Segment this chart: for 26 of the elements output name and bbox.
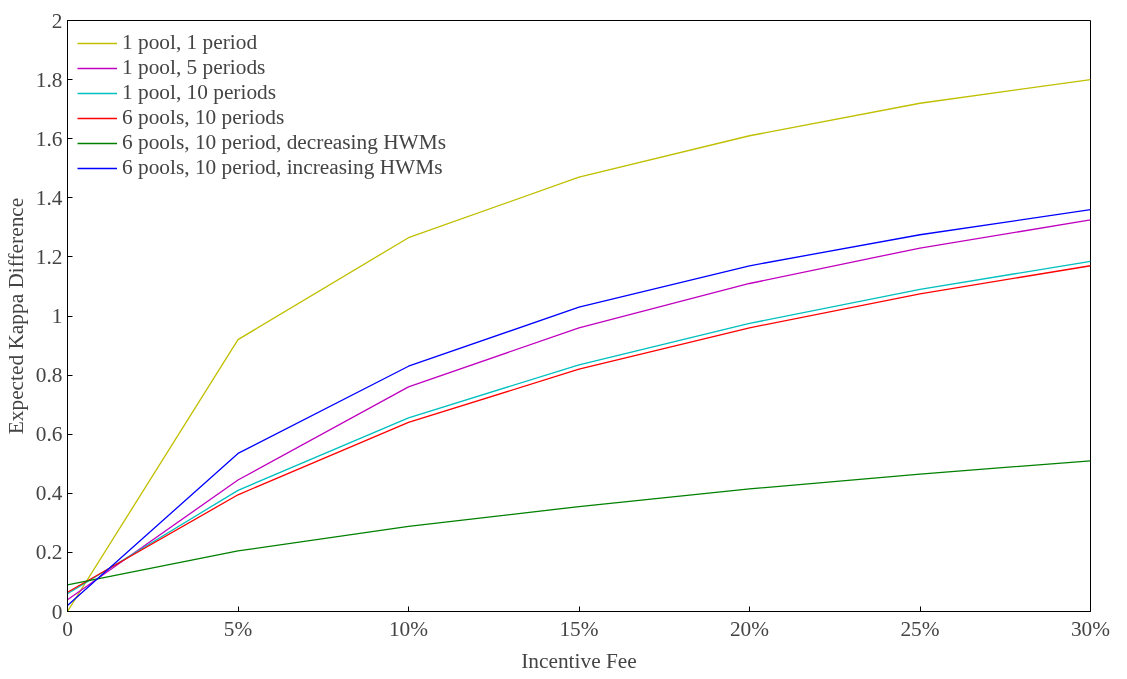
- x-tick-label: 5%: [223, 616, 253, 641]
- x-tick-label: 25%: [900, 616, 940, 641]
- legend-label: 1 pool, 10 periods: [122, 80, 277, 105]
- x-tick-label: 15%: [559, 616, 599, 641]
- y-tick-label: 1.8: [35, 67, 63, 92]
- y-tick-label: 0.8: [35, 363, 63, 388]
- x-tick-label: 20%: [729, 616, 770, 641]
- y-tick-label: 0.4: [35, 481, 63, 506]
- y-axis-title: Expected Kappa Difference: [3, 197, 28, 435]
- legend-label: 1 pool, 1 period: [122, 30, 258, 55]
- line-series: [67, 460, 1091, 586]
- y-tick-label: 0.2: [35, 540, 63, 565]
- y-tick-label: 1: [51, 304, 63, 328]
- legend-label: 1 pool, 5 periods: [122, 55, 266, 80]
- y-tick-label: 2: [51, 8, 63, 33]
- y-tick-label: 1.6: [35, 126, 63, 151]
- y-tick-label: 0.6: [35, 422, 63, 447]
- x-axis-title: Incentive Fee: [521, 648, 637, 673]
- x-tick-label: 10%: [388, 616, 429, 641]
- y-tick-label: 1.4: [35, 185, 63, 210]
- legend-label: 6 pools, 10 periods: [122, 105, 285, 130]
- y-tick-label: 0: [51, 599, 63, 624]
- legend-label: 6 pools, 10 period, decreasing HWMs: [122, 130, 447, 155]
- y-tick-label: 1.2: [35, 244, 63, 269]
- x-tick-label: 30%: [1070, 616, 1111, 641]
- legend-label: 6 pools, 10 period, increasing HWMs: [122, 155, 443, 180]
